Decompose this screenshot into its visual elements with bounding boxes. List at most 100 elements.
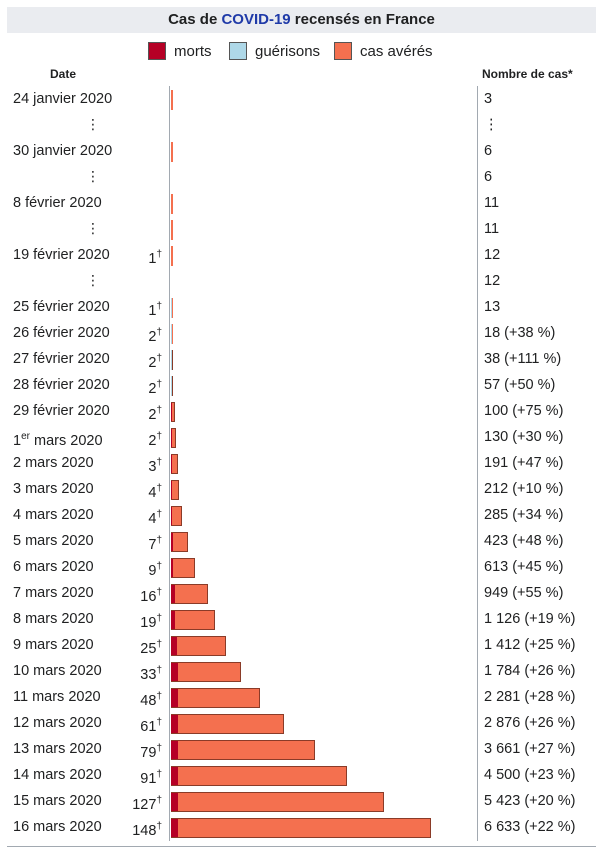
date-label: 4 mars 2020: [13, 507, 94, 523]
date-label: 5 mars 2020: [13, 533, 94, 549]
deaths-label: 19†: [140, 613, 162, 631]
bar-cases: [171, 532, 188, 552]
table-row: 25 février 2020 1† 13: [0, 294, 606, 320]
cases-label: 191 (+47 %): [484, 455, 564, 471]
bar-cases: [171, 558, 196, 578]
bar-deaths: [171, 611, 175, 629]
bar-deaths: [171, 533, 173, 551]
table-row: 19 février 2020 1† 12: [0, 242, 606, 268]
legend-swatch-deaths: [148, 42, 166, 60]
bar-deaths: [171, 689, 178, 707]
table-row: 15 mars 2020 127† 5 423 (+20 %): [0, 788, 606, 814]
table-row: 9 mars 2020 25† 1 412 (+25 %): [0, 632, 606, 658]
bar-deaths: [171, 507, 172, 525]
title-suffix: recensés en France: [290, 11, 435, 28]
table-row: 1er mars 2020 2† 130 (+30 %): [0, 424, 606, 450]
cases-label: 285 (+34 %): [484, 507, 564, 523]
chart-axis-left: [169, 86, 170, 841]
deaths-label: 4†: [148, 509, 162, 527]
bar-deaths: [171, 429, 172, 447]
cases-label: 212 (+10 %): [484, 481, 564, 497]
table-row: 7 mars 2020 16† 949 (+55 %): [0, 580, 606, 606]
deaths-label: 79†: [140, 743, 162, 761]
bar-cases: [171, 194, 173, 214]
bar-deaths: [171, 715, 178, 733]
date-label: 6 mars 2020: [13, 559, 94, 575]
covid-link[interactable]: COVID-19: [221, 11, 291, 28]
table-row: 10 mars 2020 33† 1 784 (+26 %): [0, 658, 606, 684]
table-row: 2 mars 2020 3† 191 (+47 %): [0, 450, 606, 476]
table-row: 30 janvier 2020 6: [0, 138, 606, 164]
date-label: 9 mars 2020: [13, 637, 94, 653]
bar-cases: [171, 90, 173, 110]
cases-label: 949 (+55 %): [484, 585, 564, 601]
deaths-label: 9†: [148, 561, 162, 579]
cases-label: ⋮: [484, 117, 499, 133]
table-row: 28 février 2020 2† 57 (+50 %): [0, 372, 606, 398]
legend-label-deaths: morts: [174, 43, 212, 60]
cases-label: 2 876 (+26 %): [484, 715, 576, 731]
legend: morts guérisons cas avérés: [0, 38, 606, 64]
legend-swatch-cases: [334, 42, 352, 60]
deaths-label: 4†: [148, 483, 162, 501]
bar-cases: [171, 766, 348, 786]
cases-label: 1 784 (+26 %): [484, 663, 576, 679]
bar-cases: [171, 506, 183, 526]
table-row: 8 mars 2020 19† 1 126 (+19 %): [0, 606, 606, 632]
bar-deaths: [171, 793, 178, 811]
date-label: 16 mars 2020: [13, 819, 102, 835]
bar-deaths: [171, 455, 172, 473]
date-label: 25 février 2020: [13, 299, 110, 315]
date-label: 24 janvier 2020: [13, 91, 113, 107]
deaths-label: 148†: [132, 821, 162, 839]
bar-recoveries: [171, 298, 172, 318]
cases-label: 11: [484, 221, 500, 237]
bar-cases: [171, 584, 209, 604]
chart-axis-right: [477, 86, 478, 841]
cases-label: 1 412 (+25 %): [484, 637, 576, 653]
bar-cases: [171, 792, 384, 812]
table-row: 8 février 2020 11: [0, 190, 606, 216]
cases-label: 6: [484, 169, 493, 185]
bar-deaths: [171, 403, 172, 421]
table-row: 24 janvier 2020 3: [0, 86, 606, 112]
cases-label: 6: [484, 143, 493, 159]
bottom-divider: [7, 846, 596, 847]
deaths-label: 3†: [148, 457, 162, 475]
chart-title: Cas de COVID-19 recensés en France: [7, 7, 596, 33]
bar-cases: [171, 324, 173, 344]
deaths-label: 2†: [148, 327, 162, 345]
deaths-label: 2†: [148, 353, 162, 371]
bar-deaths: [171, 559, 173, 577]
date-label: 2 mars 2020: [13, 455, 94, 471]
cases-label: 6 633 (+22 %): [484, 819, 576, 835]
bar-recoveries: [171, 324, 172, 344]
table-row: 29 février 2020 2† 100 (+75 %): [0, 398, 606, 424]
gap-dots: ⋮: [86, 272, 100, 288]
cases-label: 2 281 (+28 %): [484, 689, 576, 705]
cases-label: 1 126 (+19 %): [484, 611, 576, 627]
table-row: 16 mars 2020 148† 6 633 (+22 %): [0, 814, 606, 840]
bar-cases: [171, 298, 173, 318]
date-label: 3 mars 2020: [13, 481, 94, 497]
deaths-label: 1†: [148, 249, 162, 267]
bar-deaths: [171, 741, 178, 759]
bar-cases: [171, 454, 179, 474]
bar-cases: [171, 220, 173, 240]
deaths-label: 25†: [140, 639, 162, 657]
deaths-label: 7†: [148, 535, 162, 553]
cases-label: 4 500 (+23 %): [484, 767, 576, 783]
table-row: 6 mars 2020 9† 613 (+45 %): [0, 554, 606, 580]
bar-deaths: [171, 767, 178, 785]
table-row: 5 mars 2020 7† 423 (+48 %): [0, 528, 606, 554]
deaths-label: 91†: [140, 769, 162, 787]
deaths-label: 2†: [148, 379, 162, 397]
table-row: 14 mars 2020 91† 4 500 (+23 %): [0, 762, 606, 788]
date-label: 8 février 2020: [13, 195, 102, 211]
cases-label: 18 (+38 %): [484, 325, 556, 341]
deaths-label: 1†: [148, 301, 162, 319]
deaths-label: 16†: [140, 587, 162, 605]
date-label: 19 février 2020: [13, 247, 110, 263]
table-row: ⋮ 12: [0, 268, 606, 294]
bar-deaths: [171, 637, 177, 655]
